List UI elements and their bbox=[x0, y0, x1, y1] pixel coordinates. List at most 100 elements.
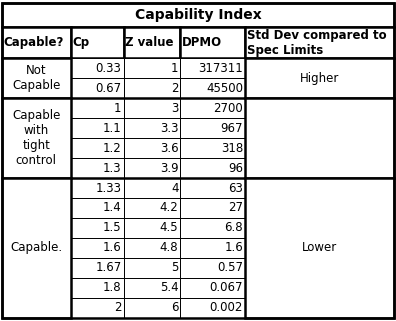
Bar bbox=[180, 258, 245, 278]
Text: 1.6: 1.6 bbox=[224, 241, 243, 255]
Bar bbox=[180, 178, 245, 198]
Bar bbox=[124, 198, 180, 218]
Text: 6: 6 bbox=[171, 301, 178, 314]
Text: Capability Index: Capability Index bbox=[135, 8, 261, 22]
Text: 1.67: 1.67 bbox=[95, 261, 122, 274]
Bar bbox=[2, 3, 394, 27]
Text: Higher: Higher bbox=[300, 72, 339, 85]
Bar bbox=[124, 178, 180, 198]
Bar bbox=[124, 27, 180, 58]
Text: 1.4: 1.4 bbox=[103, 202, 122, 214]
Text: 318: 318 bbox=[221, 142, 243, 155]
Text: 0.67: 0.67 bbox=[95, 82, 122, 95]
Text: 45500: 45500 bbox=[206, 82, 243, 95]
Bar bbox=[70, 258, 124, 278]
Text: Not
Capable: Not Capable bbox=[12, 64, 61, 92]
Text: Capable.: Capable. bbox=[10, 241, 62, 255]
Text: DPMO: DPMO bbox=[182, 36, 222, 49]
Text: 63: 63 bbox=[228, 182, 243, 195]
Bar bbox=[180, 158, 245, 178]
Bar bbox=[70, 198, 124, 218]
Text: 5.4: 5.4 bbox=[160, 281, 178, 294]
Bar bbox=[2, 178, 70, 318]
Text: 3.9: 3.9 bbox=[160, 161, 178, 175]
Text: 3.6: 3.6 bbox=[160, 142, 178, 155]
Bar bbox=[180, 278, 245, 298]
Bar bbox=[180, 27, 245, 58]
Text: 4.8: 4.8 bbox=[160, 241, 178, 255]
Bar bbox=[124, 238, 180, 258]
Text: 1.33: 1.33 bbox=[95, 182, 122, 195]
Text: 3.3: 3.3 bbox=[160, 122, 178, 134]
Bar bbox=[180, 78, 245, 98]
Bar bbox=[2, 58, 70, 98]
Text: Z value: Z value bbox=[125, 36, 173, 49]
Text: 0.33: 0.33 bbox=[96, 62, 122, 75]
Bar bbox=[124, 98, 180, 118]
Bar bbox=[70, 298, 124, 318]
Bar bbox=[180, 118, 245, 138]
Bar bbox=[2, 27, 70, 58]
Text: 6.8: 6.8 bbox=[225, 221, 243, 234]
Text: 0.067: 0.067 bbox=[209, 281, 243, 294]
Text: 1: 1 bbox=[171, 62, 178, 75]
Bar bbox=[124, 118, 180, 138]
Bar bbox=[124, 58, 180, 78]
Text: 0.57: 0.57 bbox=[217, 261, 243, 274]
Bar bbox=[124, 138, 180, 158]
Bar bbox=[70, 78, 124, 98]
Text: 2700: 2700 bbox=[213, 102, 243, 115]
Text: 1.2: 1.2 bbox=[103, 142, 122, 155]
Bar bbox=[124, 278, 180, 298]
Bar bbox=[124, 298, 180, 318]
Bar bbox=[70, 98, 124, 118]
Bar bbox=[124, 78, 180, 98]
Bar bbox=[70, 158, 124, 178]
Bar bbox=[245, 98, 394, 178]
Bar bbox=[180, 238, 245, 258]
Text: Capable?: Capable? bbox=[4, 36, 64, 49]
Text: 5: 5 bbox=[171, 261, 178, 274]
Text: 4.2: 4.2 bbox=[160, 202, 178, 214]
Text: 967: 967 bbox=[221, 122, 243, 134]
Bar bbox=[70, 138, 124, 158]
Text: 1.5: 1.5 bbox=[103, 221, 122, 234]
Text: 1.8: 1.8 bbox=[103, 281, 122, 294]
Bar bbox=[180, 198, 245, 218]
Bar bbox=[124, 258, 180, 278]
Bar bbox=[124, 158, 180, 178]
Text: Capable
with
tight
control: Capable with tight control bbox=[12, 109, 61, 167]
Text: 317311: 317311 bbox=[198, 62, 243, 75]
Bar bbox=[245, 58, 394, 98]
Bar bbox=[70, 58, 124, 78]
Bar bbox=[180, 138, 245, 158]
Bar bbox=[180, 218, 245, 238]
Text: 2: 2 bbox=[114, 301, 122, 314]
Bar bbox=[180, 98, 245, 118]
Bar bbox=[245, 27, 394, 58]
Text: 96: 96 bbox=[228, 161, 243, 175]
Bar bbox=[70, 238, 124, 258]
Text: Lower: Lower bbox=[302, 241, 337, 255]
Text: 1: 1 bbox=[114, 102, 122, 115]
Text: 3: 3 bbox=[171, 102, 178, 115]
Text: 4: 4 bbox=[171, 182, 178, 195]
Text: 4.5: 4.5 bbox=[160, 221, 178, 234]
Text: 2: 2 bbox=[171, 82, 178, 95]
Bar bbox=[70, 178, 124, 198]
Bar bbox=[70, 118, 124, 138]
Bar bbox=[70, 27, 124, 58]
Bar bbox=[124, 218, 180, 238]
Text: 27: 27 bbox=[228, 202, 243, 214]
Bar bbox=[70, 218, 124, 238]
Bar bbox=[180, 58, 245, 78]
Bar bbox=[2, 98, 70, 178]
Bar bbox=[245, 178, 394, 318]
Bar bbox=[70, 278, 124, 298]
Text: 1.1: 1.1 bbox=[103, 122, 122, 134]
Text: 1.3: 1.3 bbox=[103, 161, 122, 175]
Text: 0.002: 0.002 bbox=[210, 301, 243, 314]
Bar bbox=[180, 298, 245, 318]
Text: Std Dev compared to
Spec Limits: Std Dev compared to Spec Limits bbox=[248, 29, 387, 56]
Text: Cp: Cp bbox=[72, 36, 89, 49]
